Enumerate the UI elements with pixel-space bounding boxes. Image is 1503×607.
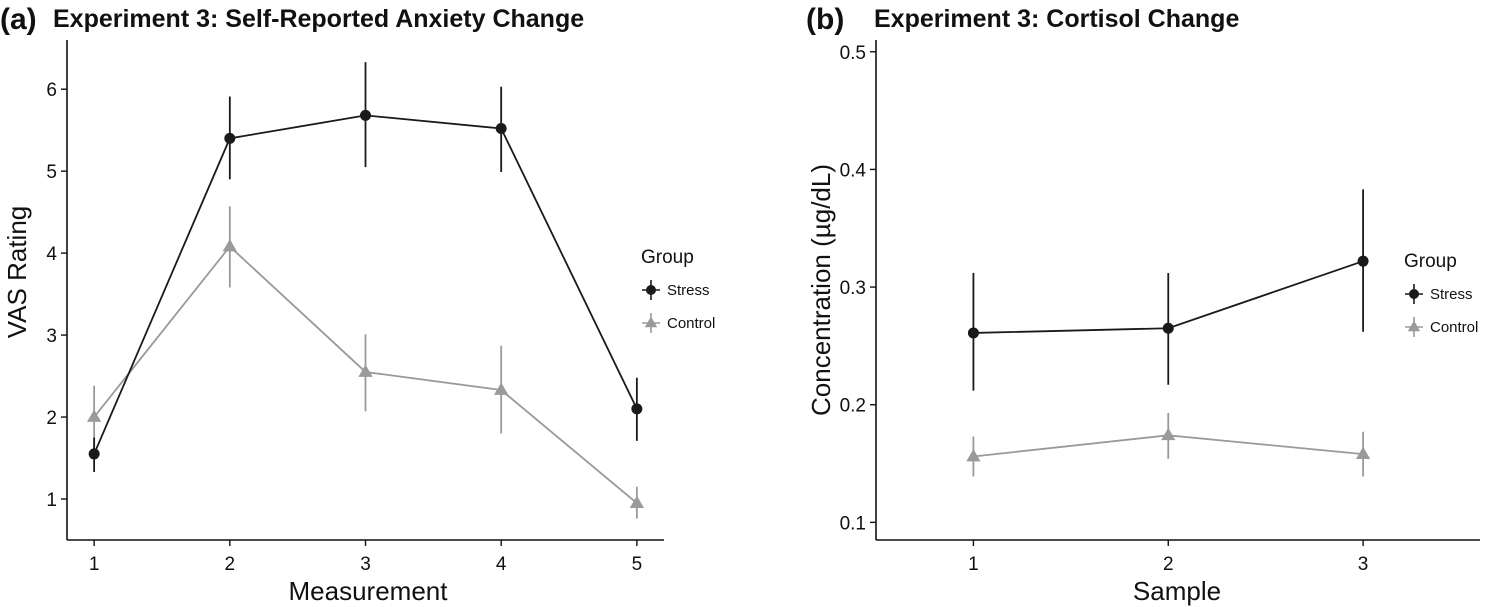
panel-a-x-tick-label: 3	[360, 554, 371, 575]
panel-a: (a) Experiment 3: Self-Reported Anxiety …	[0, 3, 715, 606]
panel-b-tag: (b)	[806, 3, 844, 36]
panel-b-control-point	[1161, 427, 1176, 441]
panel-b-plot: 0.1 0.2 0.3 0.4 0.5 1 2 3	[840, 40, 1480, 575]
panel-a-y-tick-label: 3	[46, 326, 57, 347]
panel-a-stress-point	[88, 448, 100, 460]
panel-a-control-point	[629, 495, 644, 508]
panel-b-y-tick-label: 0.3	[840, 278, 866, 299]
panel-a-plot: 1 2 3 4 5 6 1 2 3 4 5	[46, 40, 664, 575]
panel-b-y-tick-label: 0.5	[840, 43, 866, 64]
panel-b-y-tick-label: 0.2	[840, 396, 866, 417]
panel-a-legend: Group Stress Control	[641, 247, 715, 333]
panel-a-y-tick-label: 6	[46, 80, 57, 101]
panel-a-y-tick-label: 5	[46, 162, 57, 183]
panel-b-legend-stress-key-marker	[1409, 289, 1419, 299]
panel-a-x-tick-label: 5	[632, 554, 643, 575]
panel-a-legend-control-label: Control	[667, 315, 715, 332]
panel-a-x-axis-title: Measurement	[289, 576, 449, 606]
panel-a-tag: (a)	[0, 3, 37, 36]
panel-a-legend-stress-key-marker	[646, 285, 656, 295]
panel-b-x-tick-label: 3	[1358, 554, 1369, 575]
panel-a-stress-point	[224, 132, 236, 144]
panel-b-x-tick-label: 2	[1163, 554, 1174, 575]
panel-a-y-tick-label: 2	[46, 408, 57, 429]
panel-b-y-axis-title: Concentration (µg/dL)	[806, 164, 836, 416]
panel-a-stress-point	[495, 123, 507, 135]
panel-b-x-axis-title: Sample	[1133, 576, 1221, 606]
panel-b-legend-control-key-marker	[1407, 320, 1421, 332]
panel-b-stress-point	[1162, 322, 1174, 334]
panel-a-legend-title: Group	[641, 247, 694, 268]
panel-b-title: Experiment 3: Cortisol Change	[874, 5, 1239, 33]
panel-a-control-point	[222, 239, 237, 252]
panel-b-legend: Group Stress Control	[1404, 251, 1478, 337]
panel-b-legend-title: Group	[1404, 251, 1457, 272]
panel-a-y-tick-label: 4	[46, 244, 57, 265]
panel-a-control-point	[494, 382, 509, 395]
panel-a-y-axis-title: VAS Rating	[2, 206, 32, 338]
panel-a-x-tick-label: 2	[225, 554, 236, 575]
panel-b-x-tick-label: 1	[968, 554, 979, 575]
panel-b: (b) Experiment 3: Cortisol Change Concen…	[806, 3, 1480, 606]
panel-b-stress-point	[967, 327, 979, 339]
panel-a-legend-control-key-marker	[644, 316, 658, 328]
panel-b-y-tick-label: 0.4	[840, 160, 867, 181]
panel-b-legend-stress-label: Stress	[1430, 286, 1473, 303]
panel-a-control-point	[87, 409, 102, 422]
panel-a-stress-point	[360, 109, 371, 121]
panel-b-y-tick-label: 0.1	[840, 513, 866, 534]
panel-b-stress-point	[1357, 255, 1369, 267]
panel-a-x-tick-label: 4	[496, 554, 507, 575]
panel-a-control-point	[358, 364, 373, 377]
panel-a-stress-point	[631, 403, 643, 415]
panel-a-title: Experiment 3: Self-Reported Anxiety Chan…	[53, 5, 584, 33]
panel-b-control-point	[966, 448, 981, 462]
panel-a-legend-stress-label: Stress	[667, 282, 710, 299]
panel-a-y-tick-label: 1	[46, 490, 57, 511]
panel-a-x-tick-label: 1	[89, 554, 100, 575]
panel-b-legend-control-label: Control	[1430, 319, 1478, 336]
panel-b-control-point	[1355, 446, 1371, 459]
